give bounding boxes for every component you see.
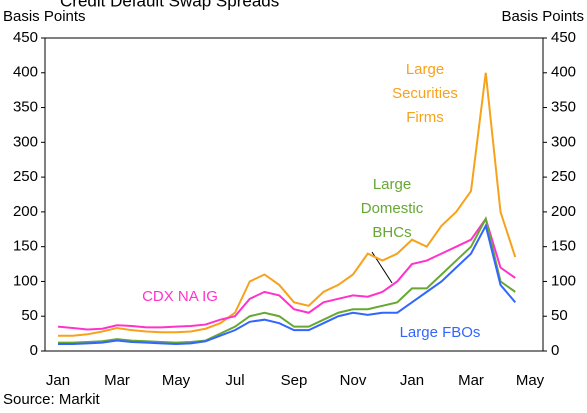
y-tick-label: 350 bbox=[13, 99, 38, 116]
x-tick-label: Sep bbox=[281, 372, 308, 389]
y2-tick-label: 150 bbox=[551, 238, 576, 255]
y-tick-label: 100 bbox=[13, 272, 38, 289]
y-tick-label: 150 bbox=[13, 238, 38, 255]
chart-title: Credit Default Swap Spreads bbox=[60, 0, 279, 10]
y2-tick-label: 250 bbox=[551, 168, 576, 185]
series-line bbox=[58, 72, 517, 337]
y2-axis-label: Basis Points bbox=[501, 8, 584, 25]
y-tick-label: 50 bbox=[21, 307, 38, 324]
y-tick-label: 300 bbox=[13, 133, 38, 150]
x-tick-label: Jan bbox=[46, 372, 70, 389]
y-tick-label: 200 bbox=[13, 203, 38, 220]
y-tick-label: 250 bbox=[13, 168, 38, 185]
annotation: Large bbox=[373, 176, 411, 193]
x-tick-label: Nov bbox=[340, 372, 367, 389]
x-tick-label: May bbox=[516, 372, 545, 389]
annotation: BHCs bbox=[372, 224, 411, 241]
x-tick-label: Jul bbox=[225, 372, 244, 389]
y-tick-label: 450 bbox=[13, 29, 38, 46]
y2-tick-label: 450 bbox=[551, 29, 576, 46]
y2-tick-label: 200 bbox=[551, 203, 576, 220]
annotation: Securities bbox=[392, 85, 458, 102]
y2-tick-label: 400 bbox=[551, 64, 576, 81]
annotation: Large FBOs bbox=[400, 324, 481, 341]
series-line bbox=[58, 216, 516, 344]
source: Source: Markit bbox=[3, 391, 101, 408]
y2-tick-label: 350 bbox=[551, 99, 576, 116]
annotation: Large bbox=[406, 61, 444, 78]
x-tick-label: May bbox=[162, 372, 191, 389]
series-line bbox=[57, 216, 516, 331]
annotation: CDX NA IG bbox=[142, 288, 218, 305]
y-tick-label: 400 bbox=[13, 64, 38, 81]
x-tick-label: Jan bbox=[400, 372, 424, 389]
annotation: Domestic bbox=[361, 200, 424, 217]
series-line bbox=[58, 223, 517, 346]
annotation: Firms bbox=[406, 109, 444, 126]
plot-frame bbox=[44, 37, 544, 352]
y-axis-label: Basis Points bbox=[3, 8, 86, 25]
y2-tick-label: 100 bbox=[551, 272, 576, 289]
y-tick-label: 0 bbox=[30, 342, 38, 359]
x-tick-label: Mar bbox=[104, 372, 130, 389]
y2-tick-label: 0 bbox=[551, 342, 559, 359]
y2-tick-label: 50 bbox=[551, 307, 568, 324]
y2-tick-label: 300 bbox=[551, 133, 576, 150]
x-tick-label: Mar bbox=[458, 372, 484, 389]
